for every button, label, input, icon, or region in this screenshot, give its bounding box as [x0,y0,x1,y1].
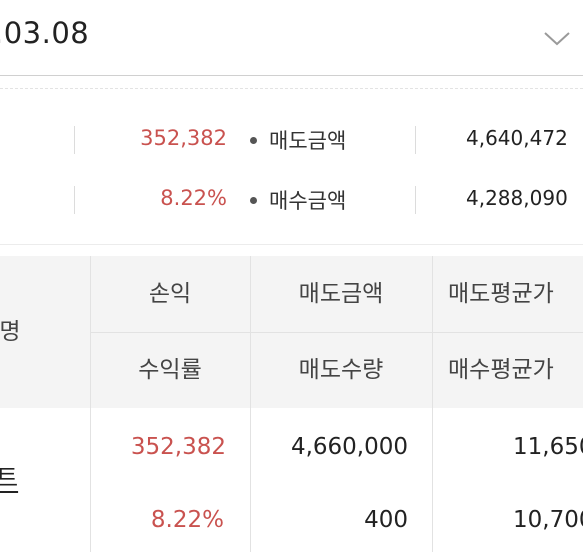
header-sell-avg: 매도평균가 [448,281,554,307]
cell-sell-avg: 11,650 [513,434,583,460]
column-divider [90,408,91,552]
date-selector[interactable]: .03.08 [0,0,583,76]
header-sell-amount: 매도금액 [298,281,384,307]
stock-name-link[interactable]: 트 [0,464,19,492]
header-buy-avg: 매수평균가 [448,357,554,383]
summary-row-rate: 8.22% 매수금액 4,288,090 [0,180,583,220]
summary-sell-amount-value: 4,640,472 [466,126,568,150]
dashed-divider [0,88,583,89]
summary-divider [74,126,75,154]
date-value: .03.08 [0,16,90,50]
bullet-icon [250,197,257,204]
cell-rate: 8.22% [150,507,224,533]
header-sell-qty: 매도수량 [298,357,384,383]
section-divider [0,244,583,245]
header-rate: 수익률 [138,357,202,383]
cell-profit: 352,382 [130,434,226,460]
summary-rate-value: 8.22% [160,186,227,210]
summary-buy-amount-label: 매수금액 [269,189,347,213]
header-name: 명 [0,319,21,345]
summary-divider [415,126,416,154]
bullet-icon [250,137,257,144]
header-row-divider [90,332,583,333]
summary-buy-amount-value: 4,288,090 [466,186,568,210]
chevron-down-icon[interactable] [543,28,571,48]
trade-table: 명 손익 매도금액 매도평균가 수익률 매도수량 매수평균가 트 352,382… [0,256,583,552]
header-profit: 손익 [148,281,192,307]
summary-divider [415,186,416,214]
cell-buy-avg: 10,700 [513,507,583,533]
column-divider [432,408,433,552]
summary-divider [74,186,75,214]
summary-profit-value: 352,382 [140,126,227,150]
cell-sell-qty: 400 [364,507,408,533]
cell-sell-amount: 4,660,000 [290,434,408,460]
column-divider [250,408,251,552]
table-header: 명 손익 매도금액 매도평균가 수익률 매도수량 매수평균가 [0,256,583,408]
summary-row-profit: 352,382 매도금액 4,640,472 [0,120,583,160]
summary-sell-amount-label: 매도금액 [269,129,347,153]
